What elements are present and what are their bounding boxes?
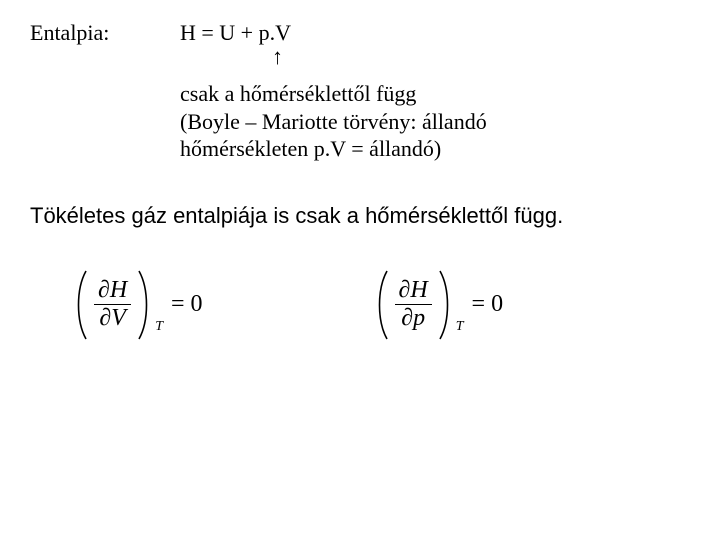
numerator: ∂H	[94, 278, 131, 303]
definition-text: H = U + p.V	[180, 20, 291, 45]
note-line-1: csak a hőmérséklettől függ	[180, 80, 690, 108]
equations-row: ∂H ∂V T = 0 ∂H	[72, 269, 690, 341]
equation-dH-dV: ∂H ∂V T = 0	[72, 269, 203, 341]
subscript: T	[456, 319, 464, 335]
definition-row: Entalpia: H = U + p.V ↑	[30, 20, 690, 46]
equation-dH-dp: ∂H ∂p T = 0	[373, 269, 504, 341]
up-arrow-icon: ↑	[272, 44, 283, 70]
rhs: = 0	[171, 291, 203, 318]
left-paren-icon	[72, 269, 90, 341]
numerator: ∂H	[395, 278, 432, 303]
right-paren-icon	[436, 269, 454, 341]
left-paren-icon	[373, 269, 391, 341]
denominator: ∂V	[95, 306, 130, 331]
slide: Entalpia: H = U + p.V ↑ csak a hőmérsékl…	[0, 0, 720, 540]
fraction: ∂H ∂p	[395, 278, 432, 331]
rhs: = 0	[472, 291, 504, 318]
definition: H = U + p.V ↑	[180, 20, 291, 46]
fraction: ∂H ∂V	[94, 278, 131, 331]
right-paren-icon	[135, 269, 153, 341]
note-line-2: (Boyle – Mariotte törvény: állandó	[180, 108, 690, 136]
entalpia-label: Entalpia:	[30, 20, 180, 46]
conclusion-text: Tökéletes gáz entalpiája is csak a hőmér…	[30, 203, 690, 229]
denominator: ∂p	[397, 306, 429, 331]
note-line-3: hőmérsékleten p.V = állandó)	[180, 135, 690, 163]
note-block: csak a hőmérséklettől függ (Boyle – Mari…	[180, 80, 690, 163]
subscript: T	[155, 319, 163, 335]
